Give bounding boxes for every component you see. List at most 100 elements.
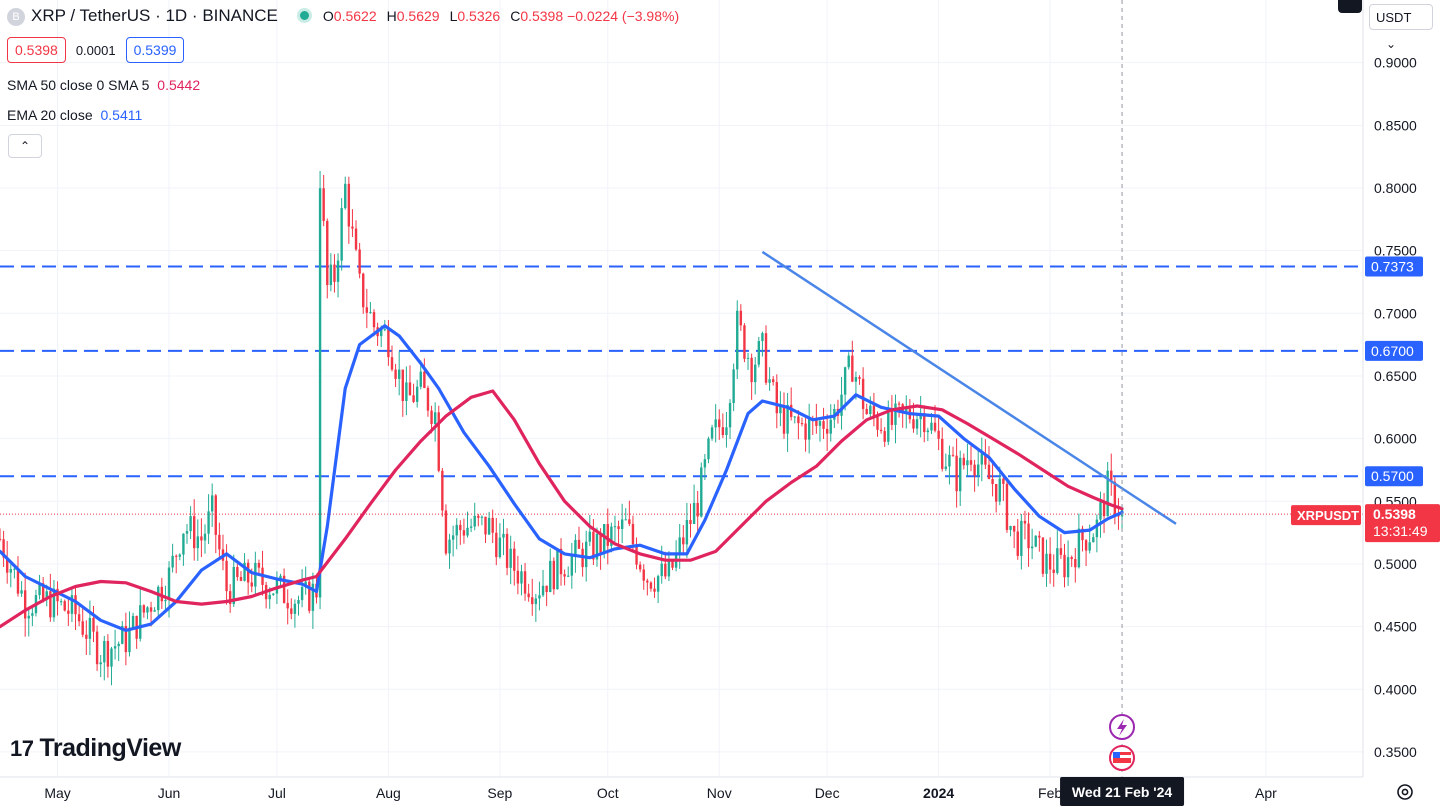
ema-legend[interactable]: EMA 20 close 0.5411 bbox=[7, 107, 142, 123]
candle-body bbox=[397, 369, 401, 379]
candle-body bbox=[883, 431, 886, 442]
horizontal-levels bbox=[0, 265, 1363, 515]
gear-icon[interactable] bbox=[1395, 782, 1415, 802]
candle-body bbox=[858, 377, 861, 379]
candle-body bbox=[0, 538, 2, 540]
candle-body bbox=[599, 533, 602, 553]
candle-body bbox=[124, 626, 128, 653]
candle-body bbox=[491, 517, 494, 533]
candle-body bbox=[944, 466, 948, 469]
candle-body bbox=[631, 523, 635, 545]
candle-body bbox=[628, 519, 631, 524]
time-tick-label: 2024 bbox=[923, 785, 954, 801]
sma-legend[interactable]: SMA 50 close 0 SMA 5 0.5442 bbox=[7, 77, 200, 93]
market-open-icon bbox=[299, 11, 309, 20]
flag-stripes-white-icon bbox=[1113, 755, 1131, 758]
level-price-badge bbox=[1365, 340, 1423, 361]
symbol-badge-label: XRPUSDT bbox=[1297, 508, 1359, 523]
candle-body bbox=[969, 460, 973, 465]
sell-button[interactable]: 0.5398 bbox=[7, 37, 66, 63]
candle-body bbox=[430, 410, 433, 424]
candle-body bbox=[246, 562, 250, 583]
price-tick-label: 0.4000 bbox=[1374, 681, 1417, 697]
info-icon[interactable] bbox=[1338, 0, 1362, 13]
candle-body bbox=[987, 464, 991, 480]
candle-body bbox=[671, 561, 674, 568]
candle-body bbox=[171, 555, 174, 568]
candle-body bbox=[764, 333, 768, 383]
candle-body bbox=[1070, 557, 1073, 560]
candle-body bbox=[74, 595, 77, 615]
candle-body bbox=[59, 601, 63, 603]
candle-body bbox=[20, 590, 23, 594]
bar-countdown-label: 13:31:49 bbox=[1373, 523, 1428, 539]
candle-body bbox=[854, 377, 858, 382]
symbol-title[interactable]: XRP / TetherUS · 1D · BINANCE bbox=[31, 6, 278, 25]
candle-body bbox=[369, 312, 372, 314]
level-price-badge bbox=[1365, 256, 1423, 277]
price-tick-label: 0.8000 bbox=[1374, 180, 1417, 196]
moving-average-lines bbox=[0, 324, 1124, 632]
low-value: 0.5326 bbox=[457, 8, 501, 24]
candle-body bbox=[933, 422, 937, 431]
candle-body bbox=[732, 369, 735, 404]
price-tick-label: 0.6000 bbox=[1374, 431, 1417, 447]
candle-body bbox=[495, 532, 498, 558]
candle-body bbox=[1077, 528, 1081, 568]
candle-body bbox=[534, 598, 538, 605]
candle-body bbox=[189, 516, 192, 532]
candle-body bbox=[703, 459, 707, 468]
candle-body bbox=[103, 640, 106, 663]
ohlc-readout: O0.5622 H0.5629 L0.5326 C0.5398 −0.0224 (−3… bbox=[323, 8, 679, 24]
price-axis: 0.35000.40000.45000.50000.55000.60000.65… bbox=[1291, 0, 1443, 811]
candle-body bbox=[178, 554, 182, 557]
candle-body bbox=[951, 454, 955, 456]
candle-body bbox=[131, 615, 135, 628]
price-axis-bg bbox=[1363, 0, 1443, 811]
candle-body bbox=[351, 226, 354, 229]
candle-body bbox=[556, 548, 559, 590]
symbol-header: B XRP / TetherUS · 1D · BINANCE O0.5622 H0.… bbox=[7, 6, 679, 26]
candle-body bbox=[160, 586, 164, 602]
candle-body bbox=[121, 626, 124, 644]
candle-body bbox=[1088, 542, 1091, 551]
candle-body bbox=[462, 530, 466, 536]
candle-body bbox=[822, 421, 825, 429]
candle-body bbox=[9, 569, 12, 573]
tradingview-wordmark: TradingView bbox=[39, 734, 181, 762]
candle-body bbox=[818, 421, 822, 426]
candle-body bbox=[236, 566, 239, 577]
candle-body bbox=[70, 595, 74, 614]
ema-line bbox=[0, 324, 1124, 632]
price-tick-label: 0.5000 bbox=[1374, 556, 1417, 572]
candle-body bbox=[930, 422, 933, 431]
candle-body bbox=[584, 541, 588, 568]
candle-body bbox=[117, 643, 120, 647]
buy-button[interactable]: 0.5399 bbox=[125, 37, 185, 63]
candle-body bbox=[175, 555, 178, 557]
tradingview-logo[interactable]: 17 TradingView bbox=[10, 734, 181, 763]
candle-body bbox=[948, 454, 951, 467]
open-value: 0.5622 bbox=[333, 8, 377, 24]
candle-body bbox=[861, 378, 865, 409]
candle-body bbox=[635, 544, 638, 565]
time-tick-label: Jun bbox=[158, 785, 181, 801]
exchange-logo-icon: B bbox=[7, 8, 25, 26]
candle-body bbox=[653, 588, 656, 592]
candle-body bbox=[13, 568, 16, 570]
candle-body bbox=[570, 556, 574, 576]
candle-body bbox=[865, 408, 868, 415]
candle-body bbox=[272, 593, 275, 595]
candle-body bbox=[592, 531, 595, 560]
candle-body bbox=[998, 478, 1001, 502]
candle-body bbox=[700, 467, 703, 517]
close-value: 0.5398 bbox=[520, 8, 564, 24]
price-tick-label: 0.4500 bbox=[1374, 619, 1417, 635]
candle-body bbox=[1095, 519, 1099, 538]
candle-body bbox=[286, 603, 289, 609]
currency-selector[interactable]: USDT ⌄ bbox=[1369, 4, 1433, 51]
candle-body bbox=[225, 560, 228, 592]
collapse-legend-button[interactable]: ⌃ bbox=[8, 134, 42, 158]
candle-body bbox=[239, 576, 243, 581]
